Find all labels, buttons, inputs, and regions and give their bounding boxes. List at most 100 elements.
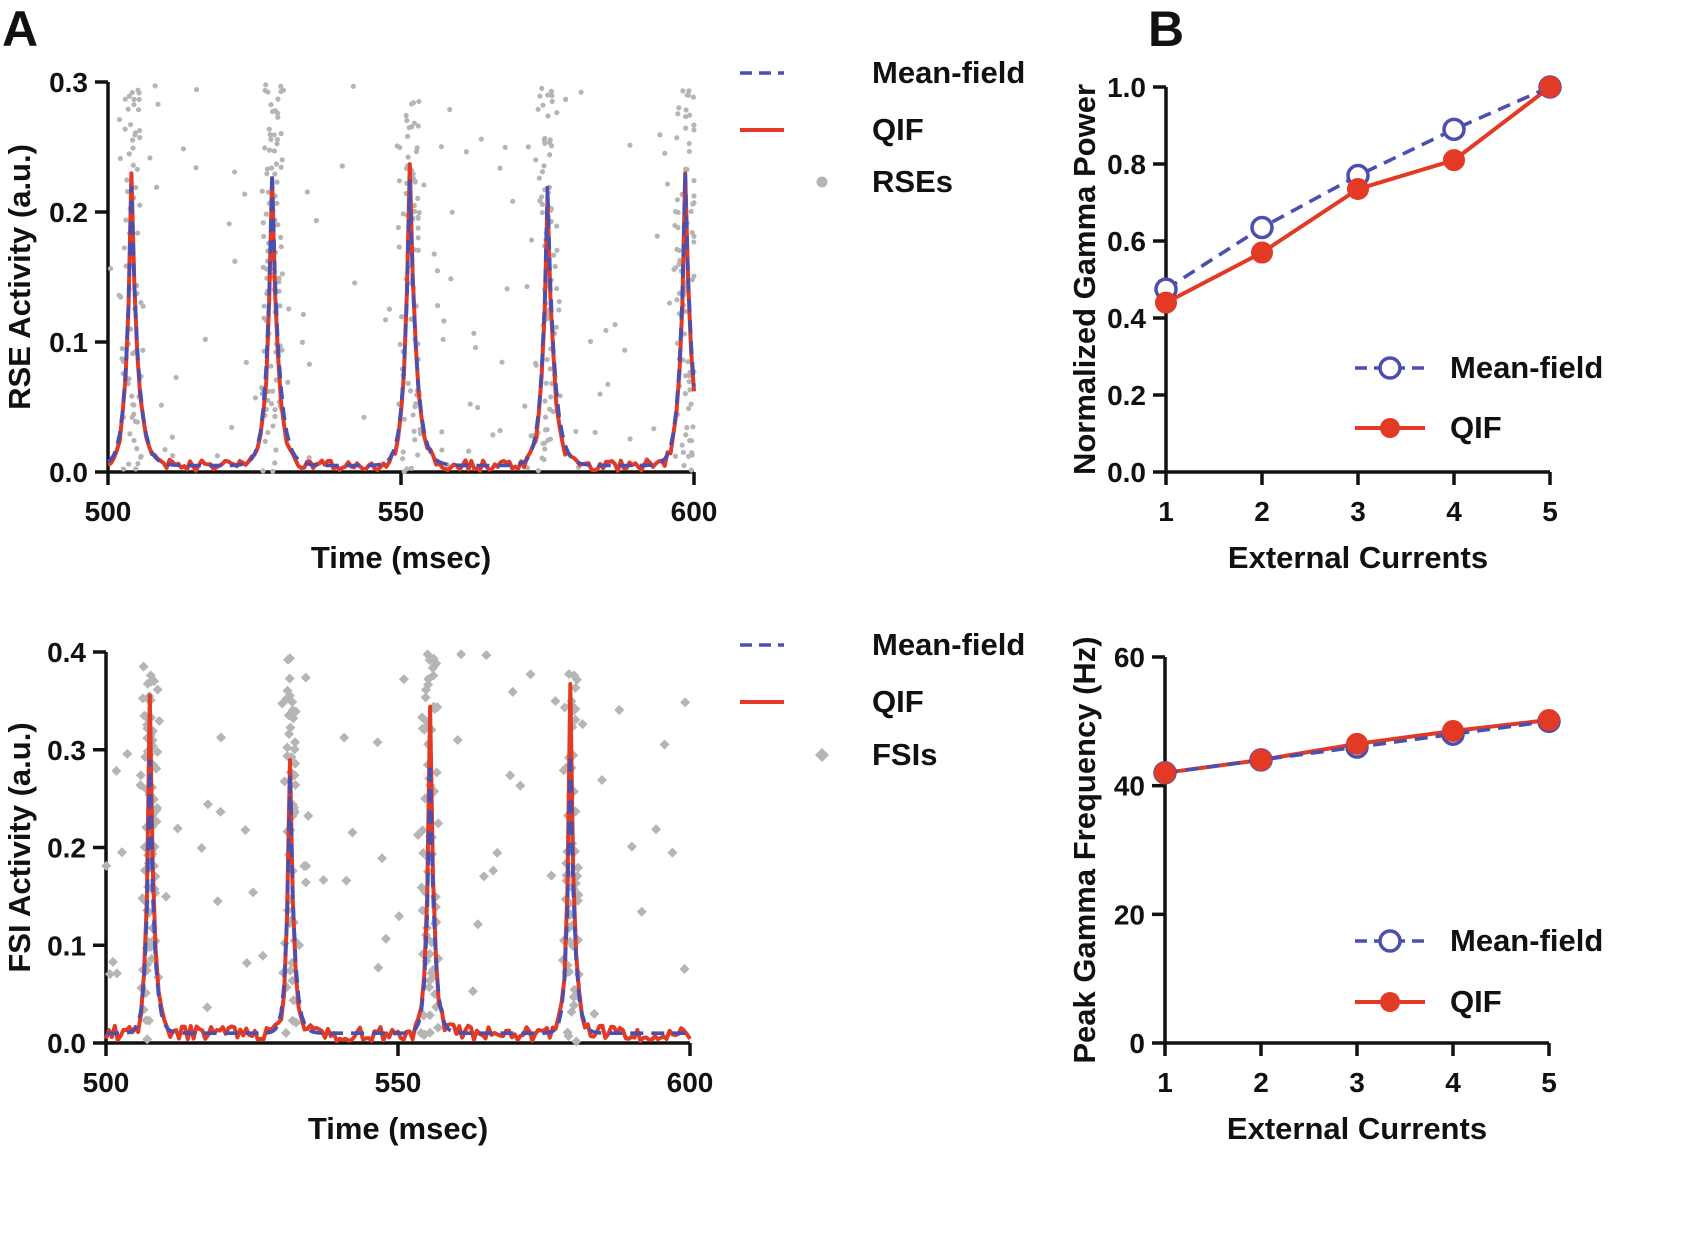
- rse-spike-marker: [545, 113, 551, 119]
- rse-spike-marker: [243, 359, 249, 365]
- panel-label-b: B: [1148, 1, 1184, 57]
- rse-spike-marker: [127, 121, 134, 128]
- rse-spike-marker: [173, 374, 179, 381]
- power-xtick-label: 3: [1350, 496, 1366, 527]
- rse-spike-marker: [674, 297, 680, 303]
- rse-spike-marker: [542, 414, 549, 420]
- fsi-spike-marker: [492, 847, 503, 858]
- fsi-spike-marker: [285, 722, 296, 733]
- power-meanfield-point: [1442, 117, 1466, 142]
- fsi-spike-marker: [416, 882, 427, 893]
- rse-spike-marker: [689, 450, 695, 456]
- rse-spike-marker: [395, 224, 401, 231]
- fsi-spike-marker: [290, 737, 301, 748]
- rse-spike-marker: [499, 359, 505, 365]
- rse-spike-marker: [682, 308, 689, 314]
- fsi-spike-marker: [433, 1022, 444, 1033]
- rse-spike-marker: [124, 188, 131, 195]
- rse-spike-marker: [548, 143, 555, 149]
- rse-spike-marker: [404, 117, 410, 124]
- rse-spike-marker: [268, 136, 274, 142]
- rse-spike-marker: [662, 150, 668, 156]
- rse-spike-marker: [411, 120, 418, 126]
- rse-spike-marker: [431, 251, 437, 257]
- rse-spike-marker: [682, 391, 688, 397]
- rse-spike-marker: [268, 363, 274, 369]
- rse-spike-marker: [414, 145, 420, 151]
- rse-spike-marker: [120, 466, 127, 472]
- fsi-spike-marker: [283, 710, 294, 721]
- rse-spike-marker: [554, 223, 560, 229]
- rse-spike-marker: [279, 347, 285, 353]
- rse-spike-marker: [547, 137, 553, 143]
- fsi-spike-marker: [412, 830, 423, 841]
- legend-qif-label: QIF: [872, 112, 924, 147]
- fsi-spike-marker: [303, 810, 314, 821]
- rse-ytick-label: 0.3: [49, 67, 88, 98]
- rse-spike-marker: [547, 366, 553, 372]
- fsi-spike-marker: [107, 956, 118, 967]
- rse-spike-marker: [400, 211, 406, 217]
- fsi-spike-marker: [566, 1006, 577, 1017]
- rse-spike-marker: [535, 106, 541, 112]
- legend-meanfield-marker: [1378, 356, 1402, 380]
- fsi-spike-marker: [467, 986, 478, 997]
- rse-spike-marker: [551, 252, 557, 258]
- fsi-spike-marker: [373, 962, 384, 973]
- rse-spike-marker: [137, 202, 143, 208]
- rse-spike-marker: [268, 401, 275, 407]
- rse-spike-marker: [556, 307, 562, 313]
- rse-spike-marker: [202, 336, 208, 342]
- rse-spike-marker: [270, 423, 276, 429]
- rse-spike-marker: [548, 88, 555, 94]
- legend-fsi-swatch: [815, 748, 829, 762]
- fsi-spike-marker: [151, 763, 162, 774]
- rse-spike-marker: [264, 171, 270, 177]
- rse-spike-marker: [545, 92, 551, 98]
- rse-spike-marker: [127, 431, 133, 437]
- rse-spike-marker: [415, 195, 421, 201]
- rse-spike-marker: [549, 98, 555, 104]
- fsi-ytick-label: 0.4: [47, 637, 86, 668]
- rse-spike-marker: [155, 101, 161, 107]
- fsi-spike-marker: [577, 719, 588, 730]
- power-qif-point: [1539, 76, 1561, 98]
- rse-spike-marker: [535, 467, 541, 474]
- rse-spike-marker: [119, 345, 125, 352]
- rse-spike-marker: [396, 244, 402, 250]
- fsi-spike-marker: [507, 686, 518, 697]
- rse-spike-marker: [674, 135, 680, 141]
- fsi-spike-marker: [284, 653, 295, 664]
- fsi-spike-marker: [456, 649, 467, 660]
- rse-spike-marker: [405, 380, 411, 386]
- fsi-spike-marker: [284, 729, 295, 740]
- rse-spike-marker: [542, 446, 548, 452]
- rse-spike-marker: [123, 263, 129, 269]
- rse-spike-marker: [306, 455, 312, 461]
- fsi-spike-marker: [135, 770, 146, 781]
- rse-spike-marker: [394, 143, 400, 149]
- fsi-spike-marker: [161, 891, 172, 902]
- rse-spike-marker: [152, 83, 158, 89]
- rse-spike-marker: [273, 447, 279, 453]
- fsi-xtick-label: 550: [375, 1067, 422, 1098]
- rse-spike-marker: [137, 127, 143, 134]
- rse-spike-marker: [681, 462, 687, 469]
- rse-spike-marker: [416, 210, 422, 216]
- fsi-spike-marker: [571, 1036, 582, 1047]
- legend-meanfield-label: Mean-field: [872, 627, 1025, 662]
- rse-spike-marker: [684, 92, 690, 98]
- rse-spike-marker: [214, 453, 220, 459]
- fsi-spike-marker: [116, 847, 127, 858]
- fsi-ytick-label: 0.2: [47, 833, 86, 864]
- power-ytick-label: 0.2: [1107, 380, 1146, 411]
- rse-spike-marker: [691, 127, 697, 133]
- rse-spike-marker: [605, 381, 611, 387]
- rse-spike-marker: [306, 361, 312, 367]
- rse-spike-marker: [266, 147, 273, 153]
- rse-spike-marker: [274, 136, 281, 143]
- rse-spike-marker: [538, 194, 545, 200]
- freq-y-axis-title: Peak Gamma Frequency (Hz): [1067, 636, 1102, 1063]
- rse-spike-marker: [193, 86, 200, 93]
- rse-spike-marker: [158, 402, 164, 408]
